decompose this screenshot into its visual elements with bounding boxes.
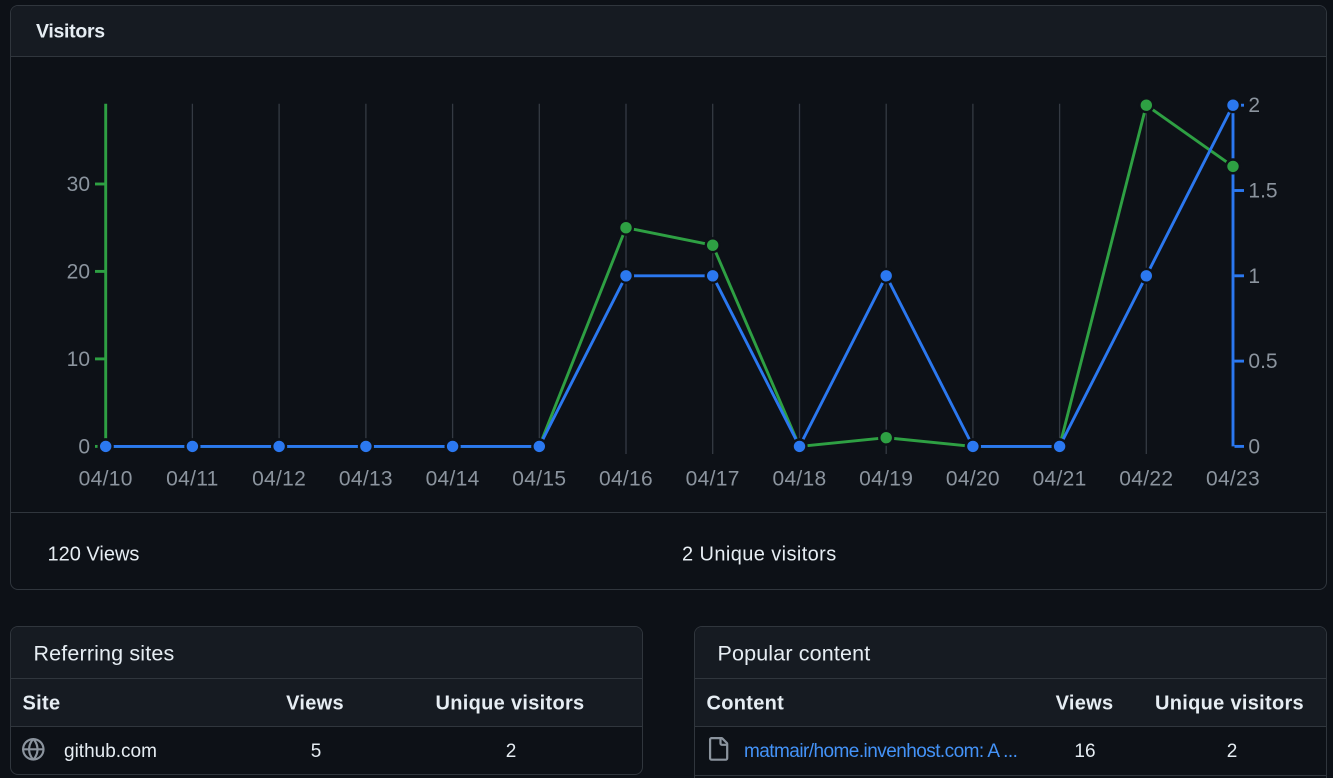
svg-text:04/17: 04/17 [686,468,740,491]
svg-text:0: 0 [78,435,90,458]
svg-text:04/13: 04/13 [339,468,393,491]
svg-text:30: 30 [67,173,90,196]
svg-text:20: 20 [67,260,90,283]
svg-text:1.5: 1.5 [1248,180,1277,203]
svg-text:04/12: 04/12 [252,468,306,491]
svg-text:10: 10 [67,348,90,371]
svg-text:04/15: 04/15 [512,468,566,491]
svg-text:04/11: 04/11 [166,468,219,491]
svg-text:2: 2 [1248,94,1260,117]
svg-text:04/18: 04/18 [772,468,826,491]
svg-text:04/22: 04/22 [1119,468,1173,491]
svg-text:04/20: 04/20 [946,468,1000,491]
svg-text:04/19: 04/19 [859,468,913,491]
svg-text:04/23: 04/23 [1206,468,1260,491]
svg-text:04/14: 04/14 [426,468,480,491]
svg-text:1: 1 [1248,265,1260,288]
svg-text:04/21: 04/21 [1033,468,1087,491]
svg-text:04/10: 04/10 [79,468,133,491]
svg-text:04/16: 04/16 [599,468,653,491]
svg-text:0: 0 [1248,435,1260,458]
svg-text:0.5: 0.5 [1248,350,1277,373]
